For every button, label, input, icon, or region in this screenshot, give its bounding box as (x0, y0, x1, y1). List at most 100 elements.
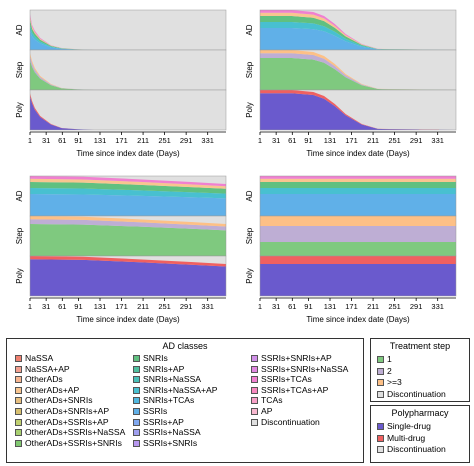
ad-class-legend-label: SNRIs (143, 353, 168, 363)
ad-class-legend-item: SSRIs+NaSSA (133, 427, 201, 437)
ad-class-legend-label: OtherADs+SNRIs+AP (25, 406, 110, 416)
ad-class-legend-label: OtherADs+SNRIs (25, 395, 93, 406)
ad-class-legend-swatch (15, 365, 22, 373)
ad-class-legend-item: Discontinuation (251, 417, 320, 427)
ad-class-legend-item: SSRIs+SNRIs+AP (251, 353, 332, 363)
x-tick-label: 251 (388, 302, 401, 311)
x-tick-label: 91 (74, 302, 82, 311)
ad-class-legend-label: SSRIs+SNRIs (143, 437, 198, 448)
ad-class-legend-swatch (133, 439, 140, 447)
polypharmacy-legend-title: Polypharmacy (391, 408, 449, 418)
area-layer-poly (30, 256, 226, 267)
area-layer-ad (260, 182, 456, 188)
treatment-step-legend-label: 2 (387, 365, 392, 376)
x-tick-label: 211 (137, 302, 149, 311)
ad-class-legend-label: OtherADs+SSRIs+NaSSA (25, 427, 126, 438)
x-tick-label: 91 (304, 302, 312, 311)
area-layer-poly (260, 264, 456, 296)
area-layer-ad (260, 22, 456, 50)
x-tick-label: 31 (42, 302, 50, 311)
row-label: Poly (245, 268, 254, 284)
x-tick-label: 211 (137, 136, 149, 145)
polypharmacy-legend-item: Single-drug (377, 421, 431, 431)
ad-class-legend-item: NaSSA (15, 353, 53, 363)
ad-class-legend-label: SSRIs+SNRIs+AP (261, 353, 332, 363)
ad-class-legend-swatch (15, 439, 22, 447)
area-layer-step (260, 242, 456, 256)
ad-class-legend-label: SNRIs+TCAs (143, 395, 195, 406)
ad-class-legend-swatch (133, 397, 140, 405)
polypharmacy-legend-label: Multi-drug (387, 432, 426, 443)
row-label: Poly (15, 102, 24, 118)
x-tick-label: 171 (345, 302, 358, 311)
area-layer-step (260, 50, 456, 90)
area-layer-ad (260, 10, 456, 50)
area-layer-step (30, 216, 226, 227)
polypharmacy-legend-swatch (377, 434, 384, 442)
x-tick-label: 171 (115, 302, 128, 311)
treatment-step-legend: Treatment step 1 2 >=3 Discontinuation (370, 338, 470, 402)
ad-class-legend-item: SSRIs+SNRIs+NaSSA (251, 364, 348, 374)
x-tick-label: 251 (158, 136, 171, 145)
row-frame (259, 89, 457, 131)
ad-class-legend-swatch (251, 365, 258, 373)
x-tick-label: 331 (201, 136, 214, 145)
treatment-step-legend-item: 2 (377, 366, 392, 376)
row-label: Poly (15, 268, 24, 284)
ad-class-legend-label: SSRIs+AP (143, 416, 184, 427)
ad-class-legend-swatch (251, 376, 258, 384)
ad-class-legend-item: OtherADs+AP (15, 385, 79, 395)
x-tick-label: 131 (324, 136, 337, 145)
ad-classes-legend: AD classes NaSSA NaSSA+AP OtherADs OtherADs… (6, 338, 364, 463)
ad-class-legend-swatch (251, 418, 258, 426)
treatment-step-legend-swatch (377, 367, 384, 375)
treatment-step-legend-title: Treatment step (389, 341, 451, 351)
ad-class-legend-label: SSRIs+SNRIs+NaSSA (261, 363, 349, 374)
x-axis-title: Time since index date (Days) (76, 315, 180, 324)
area-layer-poly (260, 93, 456, 130)
ad-class-legend-item: SSRIs+AP (133, 417, 184, 427)
x-tick-label: 171 (115, 136, 128, 145)
ad-class-legend-label: SSRIs+TCAs (261, 374, 312, 385)
ad-class-legend-swatch (133, 418, 140, 426)
area-layer-step (260, 226, 456, 242)
ad-class-legend-label: NaSSA+AP (25, 363, 70, 374)
treatment-step-legend-label: >=3 (387, 377, 402, 387)
ad-class-legend-item: SSRIs+SNRIs (133, 438, 197, 448)
area-layer-step (30, 60, 226, 90)
row-frame (29, 255, 227, 297)
area-layer-step (260, 216, 456, 226)
ad-class-legend-item: OtherADs (15, 374, 63, 384)
row-label: Step (15, 227, 24, 244)
area-layer-step (30, 219, 226, 231)
x-tick-label: 291 (180, 136, 193, 145)
ad-classes-legend-title: AD classes (162, 341, 208, 351)
ad-class-legend-swatch (15, 418, 22, 426)
ad-class-legend-item: SNRIs+NaSSA+AP (133, 385, 218, 395)
polypharmacy-legend-label: Discontinuation (387, 444, 446, 454)
area-layer-ad (260, 176, 456, 179)
x-tick-label: 61 (288, 136, 296, 145)
ad-class-legend-swatch (15, 376, 22, 384)
row-frame (29, 89, 227, 131)
x-axis-title: Time since index date (Days) (306, 149, 410, 158)
ad-class-legend-swatch (15, 397, 22, 405)
ad-class-legend-label: OtherADs (25, 374, 63, 385)
x-tick-label: 171 (345, 136, 358, 145)
x-tick-label: 1 (28, 302, 32, 311)
area-layer-ad (260, 194, 456, 216)
ad-class-legend-item: NaSSA+AP (15, 364, 70, 374)
ad-class-legend-label: NaSSA (25, 353, 54, 363)
ad-class-legend-label: OtherADs+AP (25, 384, 80, 395)
polypharmacy-legend-swatch (377, 423, 384, 430)
ad-class-legend-item: SNRIs+TCAs (133, 395, 194, 405)
ad-class-legend-label: OtherADs+SSRIs+AP (25, 416, 109, 427)
treatment-step-legend-swatch (377, 356, 384, 363)
ad-class-legend-swatch (133, 365, 140, 373)
polypharmacy-legend-item: Discontinuation (377, 444, 446, 454)
area-layer-ad (260, 178, 456, 182)
row-label: Step (245, 61, 254, 78)
ad-class-legend-item: OtherADs+SNRIs+AP (15, 406, 109, 416)
area-layer-ad (260, 16, 456, 50)
